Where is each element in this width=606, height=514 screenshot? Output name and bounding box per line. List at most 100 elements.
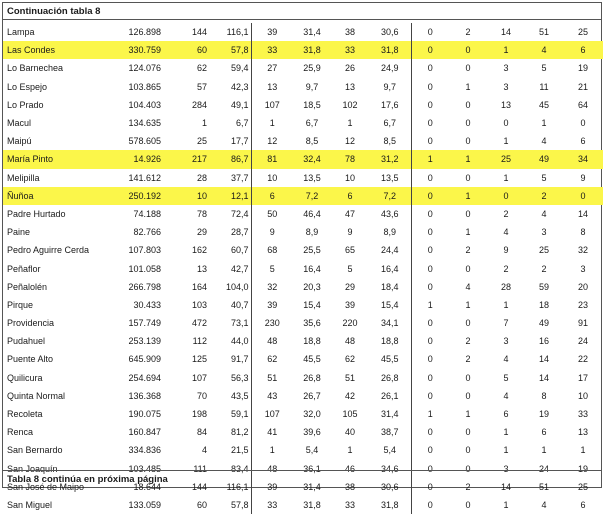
value-cell: 136.368 <box>128 390 161 401</box>
value-cell: 57 <box>196 81 207 92</box>
value-cell: 74.188 <box>133 208 161 219</box>
value-cell: 4 <box>465 281 471 292</box>
value-cell: 162 <box>191 245 207 256</box>
table-row: Providencia 157.749 472 73,1 230 35,6 220 34,1 0… <box>3 314 603 333</box>
value-cell: 10 <box>344 172 355 183</box>
value-cell: 116,1 <box>226 27 249 38</box>
value-cell: 31,8 <box>380 499 399 510</box>
value-cell: 0 <box>410 241 449 260</box>
value-cell: 125 <box>191 354 207 365</box>
value-cell: 91 <box>577 318 588 329</box>
value-cell: 36,1 <box>303 463 321 474</box>
value-cell: 1 <box>201 118 207 129</box>
value-cell: 8,5 <box>383 136 396 147</box>
value-cell: 104.403 <box>128 99 161 110</box>
value-cell: 14 <box>538 372 549 383</box>
table-row: Pirque 30.433 103 40,7 39 15,4 39 15,4 1 1 1 18 23 <box>3 295 603 314</box>
value-cell: 1 <box>465 409 471 420</box>
value-cell: 72,4 <box>230 208 249 219</box>
value-cell: 230 <box>250 314 293 333</box>
value-cell: 60,7 <box>230 245 249 256</box>
value-cell: 11 <box>539 81 549 92</box>
table-row: Lampa 126.898 144 116,1 39 31,4 38 30,6 0 2 14 51 25 <box>3 23 603 42</box>
value-cell: 0 <box>465 208 471 219</box>
value-cell: 3 <box>541 227 547 238</box>
value-cell: 6 <box>541 427 547 438</box>
value-cell: 0 <box>465 63 471 74</box>
value-cell: 144 <box>191 27 207 38</box>
table-row: Ñuñoa 250.192 10 12,1 6 7,2 6 7,2 0 1 0 2 0 <box>3 186 603 205</box>
table-row: Lo Prado 104.403 284 49,1 107 18,5 102 17,6 0 0 13… <box>3 95 603 114</box>
value-cell: 124.076 <box>128 63 161 74</box>
value-cell: 1 <box>449 150 487 169</box>
value-cell: 68 <box>250 241 293 260</box>
commune-name-cell: Pudahuel <box>7 336 46 347</box>
value-cell: 103 <box>191 299 207 310</box>
value-cell: 73,1 <box>230 318 249 329</box>
value-cell: 4 <box>503 390 509 401</box>
value-cell: 3 <box>503 463 509 474</box>
value-cell: 1 <box>487 41 525 60</box>
value-cell: 13 <box>196 263 207 274</box>
value-cell: 6 <box>250 186 293 205</box>
table-row: Puente Alto 645.909 125 91,7 62 45,5 62 45,5 0 2 4… <box>3 350 603 369</box>
value-cell: 250.192 <box>103 186 163 205</box>
value-cell: 126.898 <box>128 27 161 38</box>
value-cell: 6,7 <box>305 118 319 129</box>
value-cell: 0 <box>410 168 449 187</box>
value-cell: 0 <box>410 368 449 387</box>
value-cell: 330.759 <box>103 41 163 60</box>
value-cell: 103.485 <box>128 463 161 474</box>
commune-name-cell: Padre Hurtado <box>7 208 66 219</box>
value-cell: 1 <box>541 118 547 129</box>
table-row: Lo Espejo 103.865 57 42,3 13 9,7 13 9,7 0 1 3 11 21 <box>3 77 603 96</box>
value-cell: 15,4 <box>380 299 399 310</box>
commune-name-cell: San Bernardo <box>7 445 63 456</box>
value-cell: 3 <box>503 336 509 347</box>
value-cell: 144 <box>191 481 207 492</box>
value-cell: 33 <box>250 41 293 60</box>
value-cell: 31,8 <box>303 499 321 510</box>
value-cell: 26 <box>344 63 355 74</box>
value-cell: 51 <box>344 372 355 383</box>
value-cell: 0 <box>410 495 449 514</box>
table-row: Renca 160.847 84 81,2 41 39,6 40 38,7 0 0 1 6 13 <box>3 423 603 442</box>
value-cell: 25 <box>487 150 525 169</box>
value-cell: 29 <box>344 281 355 292</box>
table-row: Padre Hurtado 74.188 78 72,4 50 46,4 47 43,6 0 0 2… <box>3 204 603 224</box>
value-cell: 0 <box>465 372 471 383</box>
value-cell: 2 <box>503 208 509 219</box>
value-cell: 0 <box>410 95 449 114</box>
table-row: Lo Barnechea 124.076 62 59,4 27 25,9 26 24,9 0 0 3… <box>3 59 603 78</box>
table-row: Macul 134.635 1 6,7 1 6,7 1 6,7 0 0 0 1 0 <box>3 113 603 133</box>
value-cell: 0 <box>465 427 471 438</box>
value-cell: 1 <box>580 445 586 456</box>
value-cell: 13 <box>500 99 511 110</box>
value-cell: 34,1 <box>380 318 399 329</box>
value-cell: 25 <box>538 245 549 256</box>
value-cell: 5 <box>541 172 547 183</box>
commune-name-cell: Pedro Aguirre Cerda <box>7 245 90 256</box>
value-cell: 1 <box>250 113 293 133</box>
value-cell: 0 <box>410 186 449 205</box>
value-cell: 18,8 <box>303 336 321 347</box>
value-cell: 78 <box>196 208 207 219</box>
value-cell: 83,4 <box>230 463 249 474</box>
value-cell: 33 <box>577 409 588 420</box>
commune-name-cell: San Miguel <box>7 499 53 510</box>
value-cell: 104,0 <box>225 281 249 292</box>
value-cell: 2 <box>541 263 547 274</box>
value-cell: 51 <box>250 368 293 387</box>
value-cell: 48 <box>250 332 293 351</box>
value-cell: 4 <box>503 227 509 238</box>
value-cell: 34 <box>563 150 603 169</box>
value-cell: 5 <box>250 259 293 278</box>
commune-name-cell: Renca <box>7 427 34 438</box>
value-cell: 8,9 <box>305 227 319 238</box>
value-cell: 57,8 <box>230 499 249 510</box>
value-cell: 48 <box>344 336 355 347</box>
value-cell: 266.798 <box>128 281 161 292</box>
value-cell: 5,4 <box>383 445 396 456</box>
value-cell: 0 <box>410 259 449 278</box>
value-cell: 160.847 <box>128 427 161 438</box>
